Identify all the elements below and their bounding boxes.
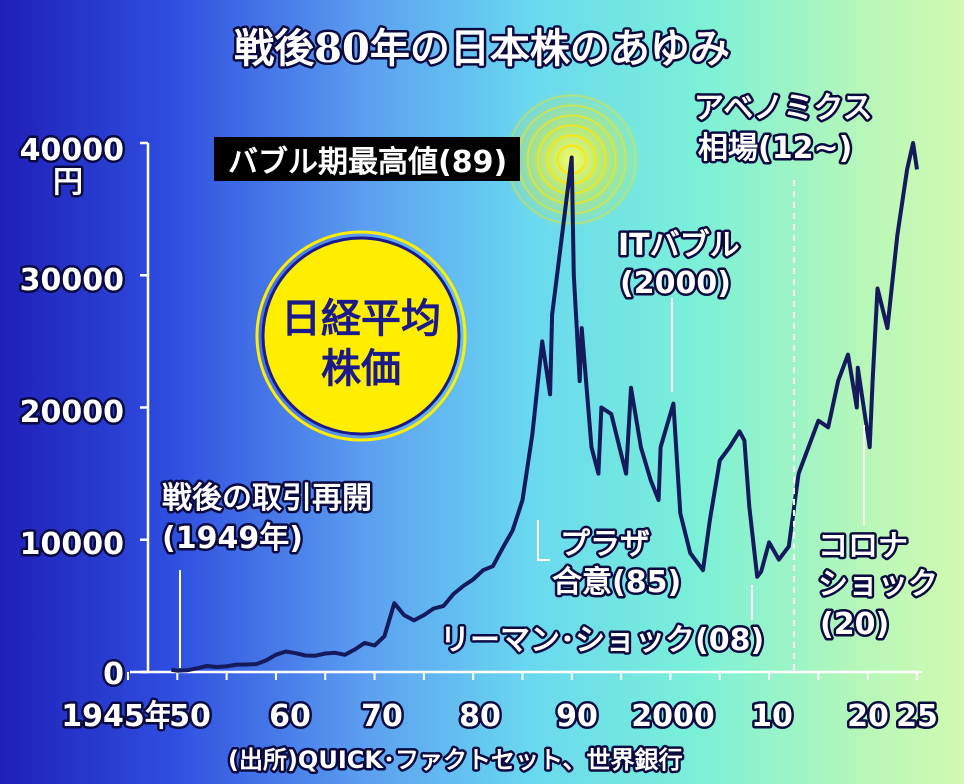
y-tick-marks — [140, 141, 148, 674]
badge-line2: 株価 — [321, 346, 401, 392]
annotation-postwar-line1: 戦後の取引再開 — [162, 481, 372, 516]
x-tick-label-80: 80 — [459, 699, 501, 734]
chart-title: 戦後80年の日本株のあゆみ — [234, 25, 730, 72]
leader-line-plaza — [537, 520, 550, 561]
annotation-corona-line2: ショック — [818, 567, 938, 602]
source-note: (出所)QUICK･ファクトセット、世界銀行 — [228, 746, 683, 774]
bubble-peak-label-box — [214, 137, 520, 181]
y-unit-label: 円 — [53, 165, 83, 200]
badge-circle — [261, 236, 461, 436]
x-tick-label-20: 20 — [847, 699, 889, 734]
annotation-plaza-line2: 合意(85) — [552, 565, 681, 600]
x-tick-label-50: 50 — [169, 699, 211, 734]
annotation-bubble-peak: バブル期最高値(89) — [228, 145, 507, 180]
y-tick-label-0: 0 — [103, 657, 124, 692]
x-tick-label-2000: 2000 — [631, 699, 715, 734]
y-tick-label-40000: 40000 — [20, 133, 124, 168]
annotation-abenomics-line2: 相場(12~) — [698, 131, 852, 166]
annotation-lehman: リーマン･ショック(08) — [440, 623, 764, 658]
annotation-corona-line3: (20) — [820, 607, 889, 642]
x-tick-label-10: 10 — [751, 699, 793, 734]
x-tick-label-70: 70 — [361, 699, 403, 734]
series-line-nikkei — [171, 141, 919, 673]
y-tick-label-10000: 10000 — [20, 527, 124, 562]
badge-ring — [255, 230, 467, 442]
annotation-abenomics-line1: アベノミクス — [694, 91, 873, 126]
annotation-plaza-line1: プラザ — [560, 527, 650, 562]
x-tick-marks — [127, 672, 918, 680]
annotation-corona-line1: コロナ — [818, 529, 908, 564]
x-tick-label-1945: 1945年 — [61, 699, 175, 734]
x-tick-label-25: 25 — [896, 699, 938, 734]
x-tick-label-60: 60 — [269, 699, 311, 734]
y-tick-label-30000: 30000 — [20, 263, 124, 298]
annotation-it-bubble-line2: (2000) — [620, 266, 731, 301]
annotation-postwar-line2: (1949年) — [162, 521, 303, 556]
x-tick-label-90: 90 — [556, 699, 598, 734]
annotation-it-bubble-line1: ITバブル — [618, 228, 740, 263]
badge-line1: 日経平均 — [281, 296, 441, 342]
y-tick-label-20000: 20000 — [20, 395, 124, 430]
